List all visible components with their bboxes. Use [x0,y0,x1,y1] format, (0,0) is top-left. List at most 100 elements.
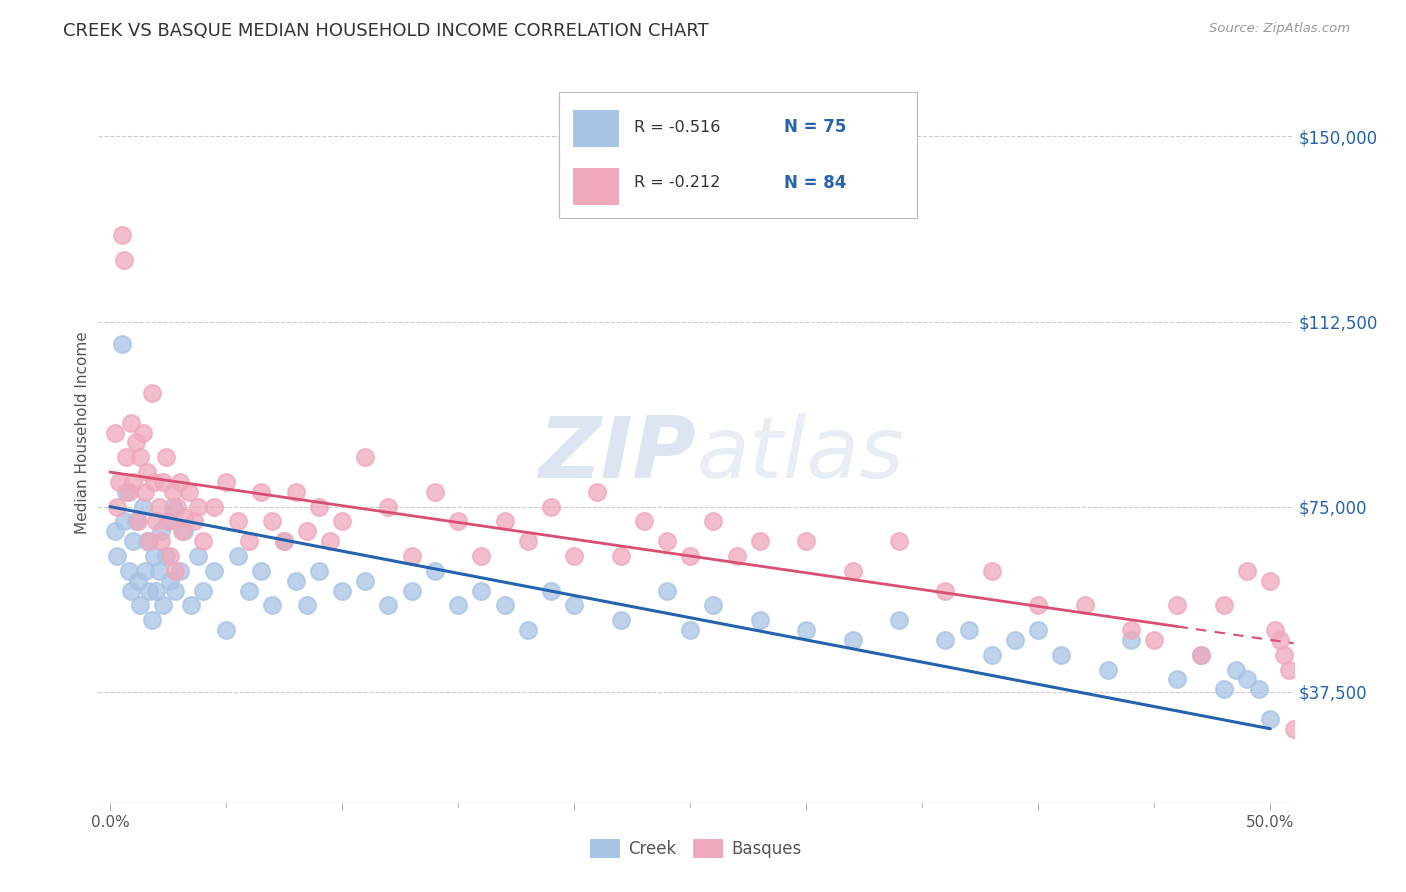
Point [129,599,152,613]
Point [191,583,214,598]
Point [143,549,166,563]
Point [204,500,226,514]
Point [152,475,174,489]
Point [1264,623,1286,637]
Point [330,515,353,529]
Point [980,648,1002,662]
Point [124,435,146,450]
Point [262,515,284,529]
Point [308,564,330,578]
Point [105,500,128,514]
Point [136,534,159,549]
Point [122,534,145,549]
Text: ZIP: ZIP [538,413,696,496]
Point [841,632,863,647]
Point [319,534,342,549]
Point [284,484,307,499]
Point [841,564,863,578]
Point [609,613,631,627]
Point [655,583,678,598]
Point [609,549,631,563]
Point [748,534,770,549]
Text: CREEK VS BASQUE MEDIAN HOUSEHOLD INCOME CORRELATION CHART: CREEK VS BASQUE MEDIAN HOUSEHOLD INCOME … [63,22,709,40]
Point [562,599,585,613]
Point [238,583,260,598]
Point [159,549,181,563]
Point [1166,599,1188,613]
Point [423,564,446,578]
Point [120,583,142,598]
Point [1236,564,1258,578]
Point [148,564,170,578]
Point [215,623,238,637]
Point [120,416,142,430]
Point [143,475,166,489]
Point [1026,599,1049,613]
Point [131,425,153,440]
Point [447,599,470,613]
Point [401,583,423,598]
Point [138,583,160,598]
Point [187,500,209,514]
Point [155,450,177,465]
Point [354,574,377,588]
Point [887,534,910,549]
Point [117,564,139,578]
Point [1097,663,1119,677]
Legend: Creek, Basques: Creek, Basques [583,832,808,865]
Point [330,583,353,598]
Point [401,549,423,563]
Point [117,484,139,499]
Point [494,515,516,529]
Point [112,252,135,267]
Point [284,574,307,588]
Point [516,534,538,549]
Point [980,564,1002,578]
Point [470,549,492,563]
Point [250,564,273,578]
Point [169,475,191,489]
Point [150,534,173,549]
Point [586,484,609,499]
Point [157,515,180,529]
Point [794,534,817,549]
Point [725,549,748,563]
Point [170,524,193,539]
Point [136,465,159,479]
Point [273,534,295,549]
Point [183,515,205,529]
Point [157,515,180,529]
Point [226,549,249,563]
Point [124,515,146,529]
Point [111,228,134,243]
Point [111,336,134,351]
Point [934,583,956,598]
Point [540,500,562,514]
Point [162,484,184,499]
Point [655,534,678,549]
Text: atlas: atlas [696,413,904,496]
Point [934,632,956,647]
Point [145,583,167,598]
Point [633,515,655,529]
Point [1212,599,1234,613]
Point [1143,632,1166,647]
Point [1212,682,1234,697]
Point [494,599,516,613]
Point [1119,623,1142,637]
Point [134,484,156,499]
Point [423,484,446,499]
Point [226,515,249,529]
Point [104,524,127,539]
Point [115,484,138,499]
Point [141,386,163,401]
Point [1189,648,1212,662]
Point [108,475,131,489]
Point [1225,663,1247,677]
Point [204,564,226,578]
Point [166,500,188,514]
Point [1272,648,1295,662]
Point [187,549,209,563]
Point [1268,632,1291,647]
Point [163,583,186,598]
